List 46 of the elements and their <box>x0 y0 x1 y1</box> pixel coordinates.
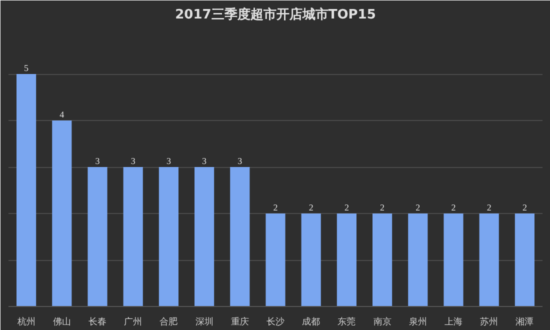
x-tick-label: 长沙 <box>266 316 284 328</box>
x-tick-label: 广州 <box>124 316 142 328</box>
data-label: 2 <box>522 202 527 212</box>
x-tick-label: 湘潭 <box>516 316 534 328</box>
data-label: 3 <box>130 156 136 166</box>
data-label: 3 <box>202 156 208 166</box>
data-label: 3 <box>238 156 243 166</box>
data-label: 3 <box>166 156 172 166</box>
data-label: 2 <box>486 202 492 212</box>
data-label: 2 <box>308 202 314 212</box>
bar <box>444 214 464 306</box>
x-tick-label: 长春 <box>88 316 106 328</box>
bar <box>158 167 178 306</box>
x-tick-label: 合肥 <box>160 316 178 328</box>
x-tick-label: 南京 <box>373 316 392 328</box>
bar <box>194 167 214 306</box>
bar <box>372 214 392 306</box>
chart-title: 2017三季度超市开店城市TOP15 <box>175 6 376 22</box>
data-label: 2 <box>451 202 456 212</box>
bar <box>408 214 428 306</box>
x-tick-label: 杭州 <box>16 316 36 328</box>
data-label: 2 <box>344 202 349 212</box>
data-label: 3 <box>95 156 100 166</box>
data-label: 2 <box>416 202 420 212</box>
x-tick-label: 东莞 <box>338 316 356 328</box>
x-tick-label: 苏州 <box>480 316 498 328</box>
bar <box>52 120 72 306</box>
bar <box>301 214 321 306</box>
data-label: 2 <box>380 202 385 212</box>
x-tick-label: 上海 <box>444 316 462 328</box>
bar <box>336 214 356 306</box>
x-tick-label: 佛山 <box>52 316 71 328</box>
bar <box>88 167 108 306</box>
x-tick-label: 重庆 <box>230 316 249 328</box>
x-tick-label: 深圳 <box>195 316 214 328</box>
x-tick-label: 成都 <box>302 316 320 328</box>
data-label: 5 <box>24 63 30 73</box>
bar <box>266 214 286 306</box>
bar <box>123 167 143 306</box>
bar <box>230 167 250 306</box>
data-label: 2 <box>273 202 278 212</box>
data-label: 4 <box>60 110 65 120</box>
bar <box>479 214 499 306</box>
x-tick-label: 泉州 <box>408 316 427 328</box>
bar <box>16 74 36 306</box>
bar <box>514 214 534 306</box>
